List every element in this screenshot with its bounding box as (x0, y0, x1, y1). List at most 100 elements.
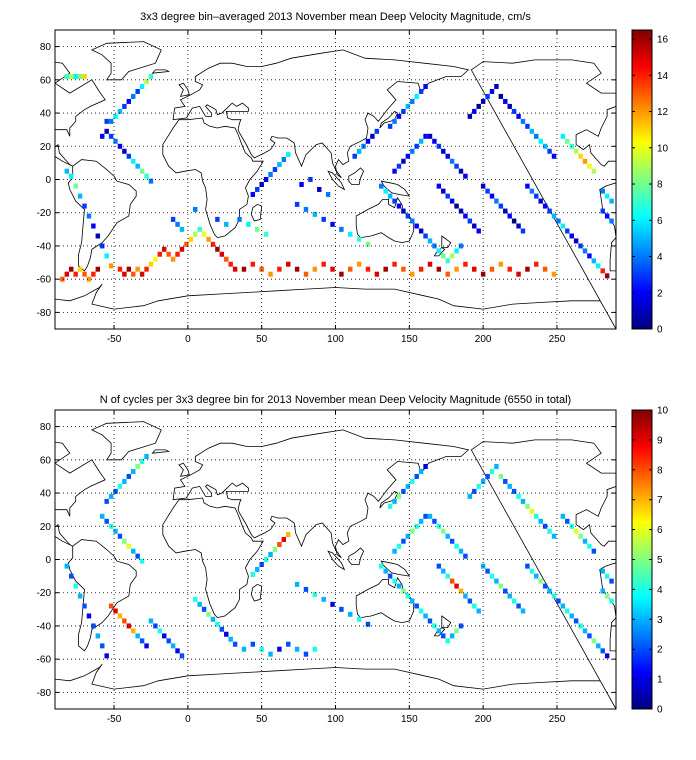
heatmap-cell (449, 198, 455, 204)
heatmap-cell (86, 276, 92, 282)
heatmap-cell (441, 528, 446, 534)
heatmap-cell (392, 118, 397, 124)
heatmap-cell (77, 74, 83, 79)
landmass-outline (380, 180, 411, 197)
heatmap-cell (73, 271, 78, 277)
heatmap-cell (418, 468, 424, 474)
heatmap-cell (82, 271, 87, 277)
heatmap-cell (379, 183, 384, 189)
heatmap-cell (139, 638, 145, 644)
y-tick-label: -40 (37, 621, 52, 632)
x-tick-label: 150 (401, 334, 418, 345)
heatmap-cell (556, 218, 561, 224)
heatmap-cell (534, 261, 539, 267)
heatmap-cell (73, 583, 78, 589)
heatmap-cell (383, 568, 388, 574)
heatmap-cell (600, 268, 605, 274)
heatmap-cell (135, 266, 140, 272)
heatmap-cell (131, 93, 136, 99)
heatmap-cell (104, 253, 109, 259)
heatmap-cell (467, 218, 473, 224)
heatmap-cell (139, 271, 145, 277)
heatmap-cell (219, 251, 225, 257)
heatmap-cell (405, 593, 411, 599)
heatmap-cell (64, 168, 70, 174)
heatmap-cell (69, 173, 74, 179)
landmass-outline (441, 615, 452, 629)
heatmap-cell (587, 253, 592, 259)
heatmap-cell (379, 563, 384, 569)
x-tick-label: 0 (185, 714, 191, 725)
heatmap-cell (560, 603, 566, 609)
heatmap-cell (511, 218, 517, 224)
heatmap-cell (131, 548, 136, 554)
heatmap-cell (441, 188, 446, 194)
heatmap-cell (551, 271, 557, 277)
heatmap-cell (224, 631, 229, 637)
heatmap-cell (418, 228, 424, 234)
heatmap-cell (498, 261, 504, 267)
heatmap-cell (117, 613, 123, 619)
heatmap-cell (410, 528, 415, 534)
landmass-outline (67, 539, 137, 652)
heatmap-cell (410, 218, 415, 224)
heatmap-cell (100, 643, 105, 649)
heatmap-cell (396, 203, 402, 209)
heatmap-cell (458, 243, 464, 249)
heatmap-cell (148, 618, 154, 624)
heatmap-cell (573, 238, 579, 244)
heatmap-cell (113, 528, 118, 534)
heatmap-cell (573, 148, 579, 154)
heatmap-cell (449, 538, 455, 544)
heatmap-cell (179, 226, 185, 232)
heatmap-cell (551, 213, 557, 219)
heatmap-cell (131, 628, 136, 634)
heatmap-cell (418, 266, 424, 272)
x-tick-label: 50 (256, 334, 268, 345)
heatmap-cell (516, 603, 521, 609)
heatmap-cell (60, 276, 65, 282)
colorbar-tick-label: 8 (657, 180, 663, 191)
heatmap-cell (600, 568, 605, 574)
heatmap-cell (538, 578, 543, 584)
heatmap-cell (303, 586, 309, 592)
heatmap-cell (414, 143, 419, 149)
heatmap-cell (529, 568, 535, 574)
heatmap-cell (73, 74, 78, 79)
top-chart-title: 3x3 degree bin–averaged 2013 November me… (140, 11, 531, 23)
heatmap-cell (463, 261, 468, 267)
heatmap-cell (175, 221, 180, 227)
landmass-outline (441, 235, 452, 249)
heatmap-cell (339, 271, 344, 277)
heatmap-cell (122, 148, 127, 154)
landmass-outline (151, 69, 171, 74)
heatmap-cell (418, 608, 424, 614)
colorbar-tick-label: 0 (657, 705, 663, 716)
heatmap-cell (286, 641, 291, 647)
y-tick-label: 80 (40, 422, 52, 433)
bottom-panel: N of cycles per 3x3 degree bin for 2013 … (0, 380, 696, 760)
heatmap-cell (255, 186, 260, 192)
colorbar-tick-label: 14 (657, 71, 669, 82)
heatmap-cell (542, 203, 548, 209)
heatmap-cell (241, 266, 247, 272)
heatmap-cell (418, 518, 424, 524)
landmass-outline (172, 49, 470, 179)
heatmap-cell (445, 153, 450, 159)
heatmap-cell (197, 226, 202, 232)
heatmap-cell (392, 578, 397, 584)
heatmap-cell (480, 98, 486, 104)
heatmap-cell (148, 261, 154, 267)
x-tick-label: -50 (107, 714, 122, 725)
heatmap-cell (330, 601, 335, 607)
heatmap-cell (573, 618, 579, 624)
heatmap-cell (108, 263, 114, 269)
heatmap-cell (565, 608, 570, 614)
heatmap-cell (286, 532, 291, 538)
x-tick-label: 200 (475, 714, 492, 725)
heatmap-cell (396, 543, 402, 549)
landmass-outline (379, 490, 399, 509)
landmass-outline (250, 203, 263, 222)
heatmap-cell (135, 463, 140, 469)
heatmap-cell (122, 538, 127, 544)
